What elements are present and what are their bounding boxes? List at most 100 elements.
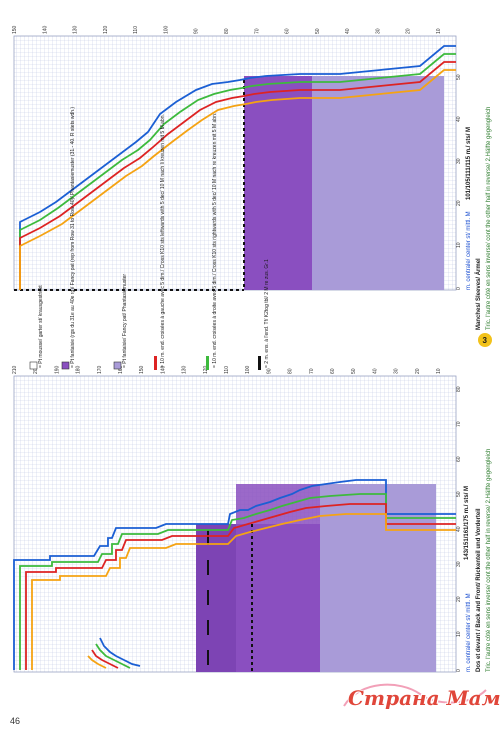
stitch-tick-label: 20 <box>456 200 462 206</box>
legend-swatch-light-purple-box <box>113 361 122 370</box>
row-tick-label: 130 <box>182 365 188 374</box>
page-number: 46 <box>10 716 21 726</box>
legend-text-cross-right: = 10 m. end. croisées à droite avec 5 di… <box>212 113 218 368</box>
legend-item-cross-left: = 10 m. end. croisées à gauche avec 5 di… <box>154 114 166 370</box>
row-tick-label: 90 <box>266 368 272 374</box>
sleeve-stitch-counts: 101/105/111/115 m./ sts/ M <box>466 127 472 200</box>
watermark-text: Страна Мам <box>348 686 500 710</box>
front-back-chart: 210 200 190 180 170 160 150 140 130 120 110 100 90 80… <box>12 365 462 673</box>
stitch-tick-label: 80 <box>456 386 462 392</box>
stitch-tick-label: 30 <box>456 158 462 164</box>
size-line-4 <box>13 479 456 670</box>
front-back-center-label: m. centrale/ center st/ mittl. M <box>466 593 472 672</box>
row-tick-label: 210 <box>12 365 18 374</box>
legend-item-fancy-dark: = Pt fantaisie (rgs du 31e au 40e rg)/ F… <box>61 107 76 370</box>
front-back-dec-marks <box>207 524 253 672</box>
row-tick-label: 150 <box>12 25 18 34</box>
row-tick-label: 80 <box>224 28 230 34</box>
stitch-tick-label: 0 <box>456 669 462 672</box>
sleeve-badge <box>478 333 492 347</box>
front-back-instruction: Tric. l'autre côté en sens inverse/ cont… <box>486 449 492 672</box>
row-tick-label: 20 <box>415 368 421 374</box>
sleeve-instruction: Tric. l'autre côté en sens inverse/ cont… <box>486 107 492 330</box>
legend-text-cross-left: = 10 m. end. croisées à gauche avec 5 di… <box>160 114 166 368</box>
size-line-1 <box>31 513 456 670</box>
sleeve-stitch-ticks: 0 10 20 30 40 50 <box>456 74 462 290</box>
row-tick-label: 100 <box>245 365 251 374</box>
legend-swatch-white-box <box>29 361 38 370</box>
sleeve-size-lines <box>19 45 456 290</box>
sleeve-size-line-3 <box>19 53 456 290</box>
sleeve-fancy-dark <box>244 76 312 290</box>
stitch-tick-label: 20 <box>456 596 462 602</box>
row-tick-label: 190 <box>54 365 60 374</box>
row-tick-label: 90 <box>194 28 200 34</box>
stitch-tick-label: 10 <box>456 631 462 637</box>
row-tick-label: 30 <box>394 368 400 374</box>
row-tick-label: 10 <box>436 28 442 34</box>
sleeve-title: Manches/ Sleeves/ Ärmel <box>475 258 482 330</box>
row-tick-label: 20 <box>406 28 412 34</box>
sleeve-size-line-4 <box>19 45 456 290</box>
row-tick-label: 130 <box>73 25 79 34</box>
row-tick-label: 200 <box>33 365 39 374</box>
front-back-fancy-dark-upper <box>236 484 320 524</box>
row-tick-label: 80 <box>288 368 294 374</box>
stitch-tick-label: 30 <box>456 561 462 567</box>
row-tick-label: 100 <box>163 25 169 34</box>
row-tick-label: 140 <box>160 365 166 374</box>
stitch-tick-label: 60 <box>456 456 462 462</box>
watermark: Страна Мам <box>340 676 500 724</box>
row-tick-label: 40 <box>372 368 378 374</box>
front-back-row-ticks: 210 200 190 180 170 160 150 140 130 120 110 100 90 80… <box>12 365 442 374</box>
front-back-fancy-light <box>320 484 436 672</box>
legend-swatch-red-bar <box>154 356 157 370</box>
front-back-title: Dos et devant / Back and Front/ Rückente… <box>476 508 482 672</box>
front-back-size-lines <box>13 479 456 670</box>
sleeve-badge-number: 3 <box>483 336 488 345</box>
front-back-fancy-dark <box>236 524 320 672</box>
legend-swatch-green-bar <box>206 356 209 370</box>
sleeve-captions: 3 m. centrale/ center st/ mittl. M Manch… <box>466 107 492 347</box>
legend-text-k2tog: = 2 m. ens. à l'end. Tf/ K2tog tbl/ 2 M … <box>264 259 270 368</box>
sleeve-center-label: m. centrale/ center st/ mittl. M <box>466 211 472 290</box>
sleeve-chart: 150 140 130 120 110 100 90 80 70 60 50 40 30 20 10 0 10… <box>12 25 462 291</box>
front-back-stitch-ticks: 0 10 20 30 40 50 60 70 80 <box>456 386 462 672</box>
size-line-2 <box>25 503 456 670</box>
legend-text-fancy-dark: = Pt fantaisie (rgs du 31e au 40e rg)/ F… <box>70 107 76 368</box>
row-tick-label: 120 <box>103 25 109 34</box>
legend-item-cross-right: = 10 m. end. croisées à droite avec 5 di… <box>206 113 218 370</box>
legend-text-fancy-light: = Pt fantaisie/ Fancy pat/ Phantasiemust… <box>122 274 128 368</box>
row-tick-label: 70 <box>309 368 315 374</box>
row-tick-label: 110 <box>224 366 230 374</box>
front-back-stitch-counts: 143/151/161/175 m./ sts/ M <box>464 486 470 560</box>
row-tick-label: 110 <box>133 26 139 34</box>
sleeve-size-line-1 <box>19 69 456 290</box>
row-tick-label: 50 <box>351 368 357 374</box>
row-tick-label: 60 <box>330 368 336 374</box>
stitch-tick-label: 50 <box>456 74 462 80</box>
row-tick-label: 50 <box>315 28 321 34</box>
row-tick-label: 140 <box>42 25 48 34</box>
legend-text-garter: = Pt mousse/ garter st/ krausgestrickt <box>38 285 44 368</box>
row-tick-label: 30 <box>375 28 381 34</box>
stitch-tick-label: 50 <box>456 491 462 497</box>
row-tick-label: 120 <box>203 365 209 374</box>
sleeve-dec-marks <box>14 80 245 291</box>
sleeve-fancy-light <box>312 76 444 290</box>
legend: = Pt mousse/ garter st/ krausgestrickt =… <box>29 107 270 370</box>
legend-swatch-black-dash <box>258 356 261 370</box>
stitch-tick-label: 0 <box>456 287 462 290</box>
front-back-fancy-dark-mid <box>196 524 236 672</box>
row-tick-label: 180 <box>76 365 82 374</box>
sleeve-size-line-2 <box>19 61 456 290</box>
watermark-logo-icon <box>343 683 487 707</box>
legend-item-garter: = Pt mousse/ garter st/ krausgestrickt <box>29 285 44 370</box>
stitch-tick-label: 40 <box>456 116 462 122</box>
size-line-3 <box>19 493 456 670</box>
row-tick-label: 160 <box>118 365 124 374</box>
row-tick-label: 60 <box>285 28 291 34</box>
stitch-tick-label: 40 <box>456 526 462 532</box>
row-tick-label: 170 <box>97 365 103 374</box>
